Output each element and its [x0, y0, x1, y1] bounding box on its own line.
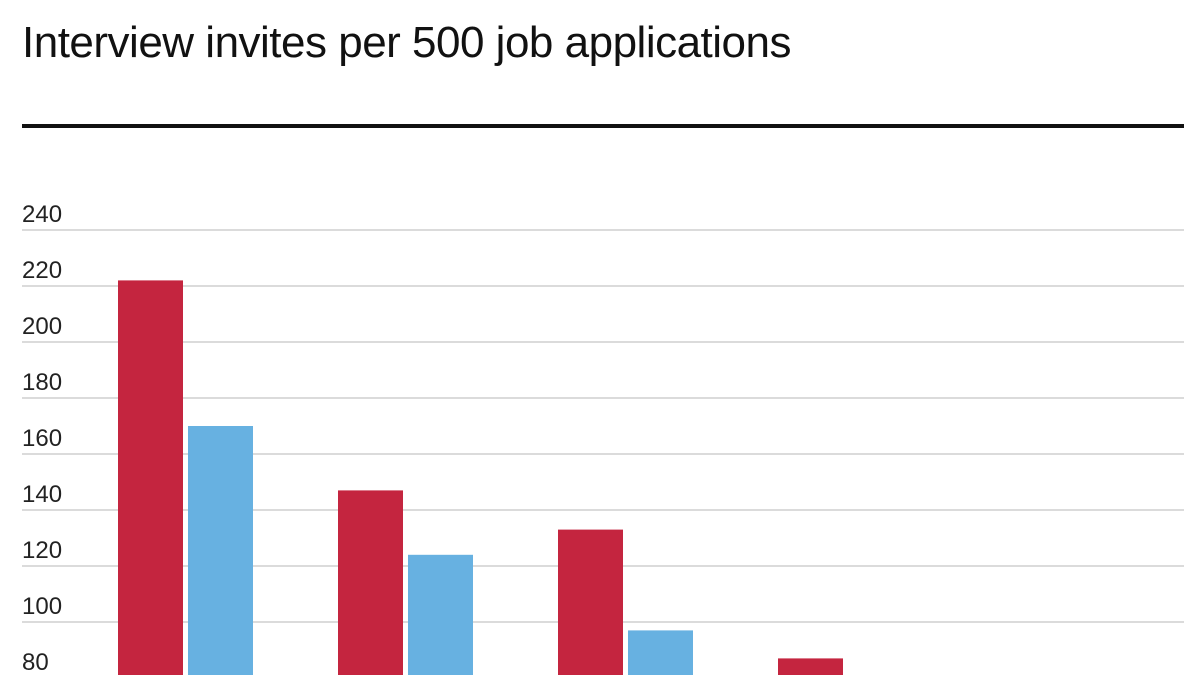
y-tick-label-160: 160 [22, 425, 62, 452]
y-tick-label-240: 240 [22, 201, 62, 228]
bar-series1-group1 [118, 280, 183, 675]
y-tick-label-200: 200 [22, 313, 62, 340]
title-divider [22, 124, 1184, 128]
bars [118, 280, 843, 675]
y-tick-label-100: 100 [22, 593, 62, 620]
bar-series2-group3 [628, 630, 693, 675]
bar-series2-group1 [188, 426, 253, 675]
y-tick-label-140: 140 [22, 481, 62, 508]
y-tick-label-120: 120 [22, 537, 62, 564]
chart-title: Interview invites per 500 job applicatio… [22, 18, 792, 67]
bar-series1-group2 [338, 490, 403, 675]
bar-series1-group3 [558, 529, 623, 675]
bar-series2-group2 [408, 554, 473, 675]
y-tick-label-80: 80 [22, 649, 49, 675]
bar-series1-group4 [778, 658, 843, 675]
y-tick-label-220: 220 [22, 257, 62, 284]
y-tick-label-180: 180 [22, 369, 62, 396]
y-axis-ticks: 80 100 120 140 160 180 200 220 240 [22, 201, 62, 675]
